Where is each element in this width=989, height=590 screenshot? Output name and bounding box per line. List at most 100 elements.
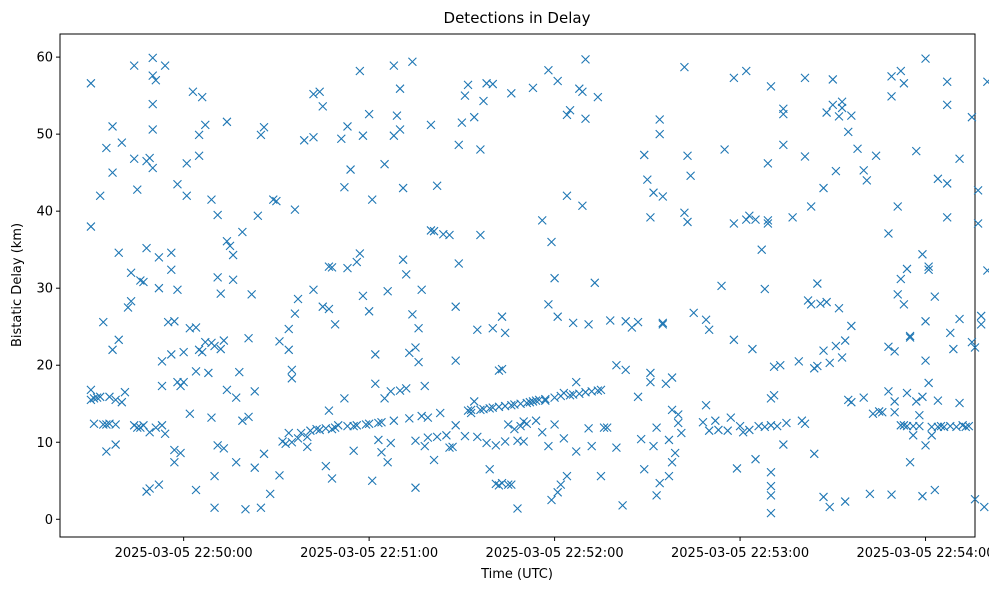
data-point bbox=[173, 285, 182, 295]
data-point bbox=[194, 151, 204, 161]
data-point bbox=[408, 57, 417, 67]
data-point bbox=[862, 175, 872, 185]
data-point bbox=[108, 122, 117, 131]
data-point bbox=[633, 317, 643, 327]
data-point bbox=[435, 408, 445, 418]
data-point bbox=[237, 416, 247, 426]
data-point bbox=[111, 440, 121, 449]
data-point bbox=[976, 311, 986, 321]
data-point bbox=[466, 408, 476, 418]
data-point bbox=[828, 75, 838, 84]
data-point bbox=[343, 263, 352, 273]
data-point bbox=[318, 302, 328, 312]
data-point bbox=[457, 118, 467, 127]
data-point bbox=[887, 92, 896, 101]
data-point bbox=[203, 368, 213, 378]
data-point bbox=[806, 299, 816, 309]
data-point bbox=[228, 250, 238, 260]
data-point bbox=[924, 378, 934, 388]
data-point bbox=[389, 416, 399, 426]
data-point bbox=[890, 397, 900, 406]
data-point bbox=[933, 422, 943, 432]
data-point bbox=[454, 140, 464, 150]
data-point bbox=[284, 324, 294, 334]
data-point bbox=[398, 255, 408, 265]
data-point bbox=[840, 497, 850, 506]
data-point bbox=[899, 420, 909, 430]
data-point bbox=[970, 494, 980, 504]
data-point bbox=[537, 216, 547, 225]
data-point bbox=[485, 403, 495, 413]
data-point bbox=[154, 252, 164, 262]
data-point bbox=[837, 97, 847, 107]
data-point bbox=[581, 55, 590, 64]
data-point bbox=[423, 413, 433, 422]
data-point bbox=[182, 191, 192, 201]
data-point bbox=[899, 78, 909, 88]
data-point bbox=[948, 344, 958, 354]
y-tick-label: 60 bbox=[36, 51, 53, 66]
data-point bbox=[352, 420, 362, 430]
data-point bbox=[151, 75, 161, 85]
data-point bbox=[729, 335, 739, 345]
data-point bbox=[593, 92, 603, 102]
data-point bbox=[698, 417, 708, 427]
plot-area bbox=[59, 33, 989, 538]
data-point bbox=[469, 112, 479, 122]
data-point bbox=[86, 222, 96, 231]
data-point bbox=[766, 481, 776, 491]
data-point bbox=[420, 441, 430, 451]
data-point bbox=[432, 181, 442, 191]
data-point bbox=[664, 435, 674, 445]
data-point bbox=[327, 474, 337, 483]
data-point bbox=[905, 457, 915, 467]
data-point bbox=[401, 383, 411, 393]
data-point bbox=[667, 405, 677, 415]
data-point bbox=[596, 471, 606, 481]
data-point bbox=[760, 284, 770, 294]
data-point bbox=[516, 421, 525, 431]
data-point bbox=[834, 112, 844, 121]
data-point bbox=[744, 211, 754, 221]
data-point bbox=[766, 491, 776, 500]
data-point bbox=[506, 88, 516, 98]
data-point bbox=[216, 344, 226, 354]
data-point bbox=[411, 483, 420, 493]
data-point bbox=[741, 66, 751, 76]
data-point bbox=[778, 140, 788, 150]
data-point bbox=[590, 278, 600, 288]
data-point bbox=[806, 202, 816, 211]
data-point bbox=[726, 413, 736, 422]
data-point bbox=[531, 396, 541, 406]
data-point bbox=[157, 420, 167, 430]
data-point bbox=[445, 230, 454, 240]
data-point bbox=[426, 120, 436, 130]
data-point bbox=[256, 130, 266, 140]
data-point bbox=[132, 185, 142, 194]
data-point bbox=[581, 114, 590, 124]
data-point bbox=[275, 336, 284, 346]
data-point bbox=[621, 365, 631, 375]
data-point bbox=[686, 171, 695, 181]
data-point bbox=[500, 328, 510, 338]
data-point bbox=[769, 390, 779, 400]
data-point bbox=[544, 65, 553, 75]
data-point bbox=[86, 385, 96, 395]
data-point bbox=[191, 366, 201, 376]
data-point bbox=[593, 386, 603, 396]
data-point bbox=[942, 212, 952, 222]
data-point bbox=[460, 91, 470, 101]
data-point bbox=[627, 323, 637, 332]
data-point bbox=[210, 503, 219, 513]
data-point bbox=[540, 396, 550, 406]
data-point bbox=[179, 377, 189, 387]
data-point bbox=[395, 84, 405, 94]
data-point bbox=[142, 243, 151, 253]
data-point bbox=[930, 485, 940, 495]
data-point bbox=[893, 202, 903, 211]
data-point bbox=[955, 154, 964, 164]
data-point bbox=[265, 489, 275, 499]
data-point bbox=[364, 109, 374, 119]
data-point bbox=[361, 420, 371, 429]
data-point bbox=[933, 396, 943, 406]
